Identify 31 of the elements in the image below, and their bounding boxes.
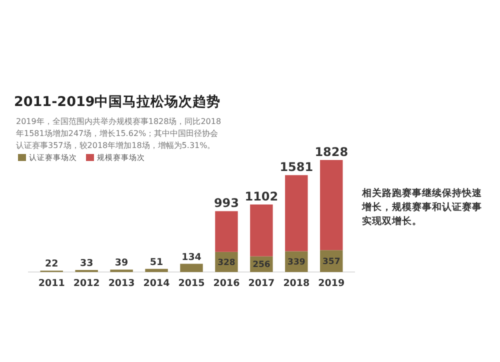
x-tick-label: 2019 xyxy=(318,278,345,289)
bar xyxy=(215,211,238,252)
x-tick-label: 2018 xyxy=(283,278,310,289)
x-tick-label: 2012 xyxy=(73,278,100,289)
data-label: 339 xyxy=(288,258,306,268)
x-tick-label: 2014 xyxy=(143,278,170,289)
x-tick-label: 2017 xyxy=(248,278,275,289)
data-label: 256 xyxy=(252,260,270,270)
total-label: 51 xyxy=(150,256,164,268)
text: 相关路跑赛事继续保持快速增长，规模赛事和认证赛事实现双增长。 xyxy=(361,187,483,227)
data-label: 357 xyxy=(322,257,340,268)
chart-title: 2011-2019中国马拉松场次趋势 xyxy=(14,94,221,110)
total-label: 993 xyxy=(214,196,240,210)
bar xyxy=(285,175,308,252)
total-label: 33 xyxy=(80,258,94,269)
total-label: 134 xyxy=(182,252,202,263)
bar xyxy=(180,264,203,272)
x-tick-label: 2013 xyxy=(108,278,135,289)
total-label: 1828 xyxy=(314,145,348,159)
bar xyxy=(145,268,168,272)
bar xyxy=(320,160,343,250)
data-label: 328 xyxy=(218,258,236,268)
total-label: 22 xyxy=(44,258,58,270)
total-label: 1581 xyxy=(280,160,314,174)
x-tick-label: 2016 xyxy=(213,278,240,289)
x-tick-label: 2015 xyxy=(178,278,205,289)
total-label: 39 xyxy=(114,258,128,269)
bar xyxy=(250,204,273,256)
x-tick-label: 2011 xyxy=(38,278,65,289)
chart-subtitle: 2019年，全国范围内共举办规模赛事1828场，同比2018年1581场增加247场，增长15.62%；其中中国田径协会认证赛事357场，较2018年增加18场，增幅为5.31%。 xyxy=(16,117,222,150)
total-label: 1102 xyxy=(244,189,278,204)
